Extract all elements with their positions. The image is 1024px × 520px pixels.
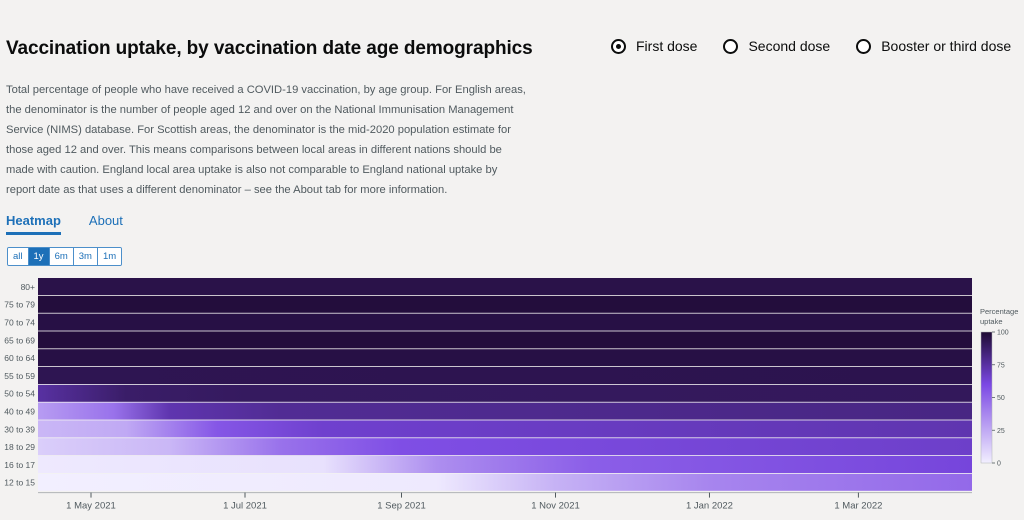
radio-second-dose[interactable]: Second dose xyxy=(723,38,830,54)
legend-tick-label: 25 xyxy=(997,428,1005,435)
heatmap-row xyxy=(38,278,972,295)
legend-color-bar xyxy=(980,331,993,464)
radio-indicator[interactable] xyxy=(723,38,739,54)
radio-booster-dose[interactable]: Booster or third dose xyxy=(856,38,1011,54)
y-tick-label: 16 to 17 xyxy=(4,460,35,470)
heatmap-row xyxy=(38,313,972,331)
y-tick-label: 55 to 59 xyxy=(4,371,35,381)
radio-indicator[interactable] xyxy=(611,38,626,54)
range-all-button[interactable]: all xyxy=(8,248,29,265)
y-tick-label: 70 to 74 xyxy=(4,318,35,328)
x-tick-label: 1 Sep 2021 xyxy=(377,501,426,512)
legend-tick-label: 100 xyxy=(997,330,1009,337)
tab-about[interactable]: About xyxy=(88,213,123,228)
heatmap-chart: 80+ 75 to 79 70 to 74 65 to 69 60 to 64 55 to… xyxy=(4,278,1018,512)
radio-first-dose[interactable]: First dose xyxy=(611,38,697,54)
radio-label: Booster or third dose xyxy=(881,38,1012,54)
x-tick-label: 1 Jan 2022 xyxy=(686,501,733,512)
tab-bar: Heatmap About xyxy=(6,213,151,235)
x-tick-label: 1 Mar 2022 xyxy=(834,501,882,512)
chart-description: Total percentage of people who have rece… xyxy=(6,84,526,196)
range-1y-button[interactable]: 1y xyxy=(28,248,50,265)
radio-label: Second dose xyxy=(748,38,831,54)
y-tick-label: 18 to 29 xyxy=(4,442,35,452)
heatmap-row xyxy=(38,420,972,438)
page-title: Vaccination uptake, by vaccination date … xyxy=(6,38,533,59)
x-tick-label: 1 May 2021 xyxy=(66,501,116,512)
legend-title: Percentage xyxy=(980,307,1018,316)
heatmap-row xyxy=(38,295,972,313)
range-1m-button[interactable]: 1m xyxy=(97,248,122,265)
range-3m-button[interactable]: 3m xyxy=(73,248,98,265)
heatmap-row xyxy=(38,367,972,384)
x-tick-label: 1 Jul 2021 xyxy=(223,501,267,512)
heatmap-row xyxy=(38,473,972,491)
legend-tick-label: 75 xyxy=(997,362,1005,369)
x-tick-label: 1 Nov 2021 xyxy=(531,501,580,512)
legend-tick-label: 0 xyxy=(997,461,1001,468)
y-tick-label: 75 to 79 xyxy=(4,300,35,310)
y-tick-label: 80+ xyxy=(21,282,35,292)
heatmap-row xyxy=(38,438,972,456)
heatmap-row xyxy=(38,402,972,420)
heatmap-row xyxy=(38,349,972,367)
heatmap-row xyxy=(38,331,972,349)
heatmap-row xyxy=(38,384,972,402)
radio-label: First dose xyxy=(636,38,698,54)
dose-radio-group: First dose Second dose Booster or third … xyxy=(611,38,1011,54)
y-tick-label: 12 to 15 xyxy=(4,478,35,488)
y-tick-label: 65 to 69 xyxy=(4,335,35,345)
tab-heatmap[interactable]: Heatmap xyxy=(6,213,61,235)
legend-tick-label: 50 xyxy=(997,395,1005,402)
y-tick-label: 40 to 49 xyxy=(4,407,35,417)
y-tick-label: 60 to 64 xyxy=(4,353,35,363)
range-selector: all 1y 6m 3m 1m xyxy=(7,247,123,266)
y-tick-label: 50 to 54 xyxy=(4,389,35,399)
legend-title: uptake xyxy=(980,317,1003,326)
heatmap-row xyxy=(38,456,972,473)
range-6m-button[interactable]: 6m xyxy=(49,248,74,265)
radio-indicator[interactable] xyxy=(856,38,872,54)
y-tick-label: 30 to 39 xyxy=(4,424,35,434)
